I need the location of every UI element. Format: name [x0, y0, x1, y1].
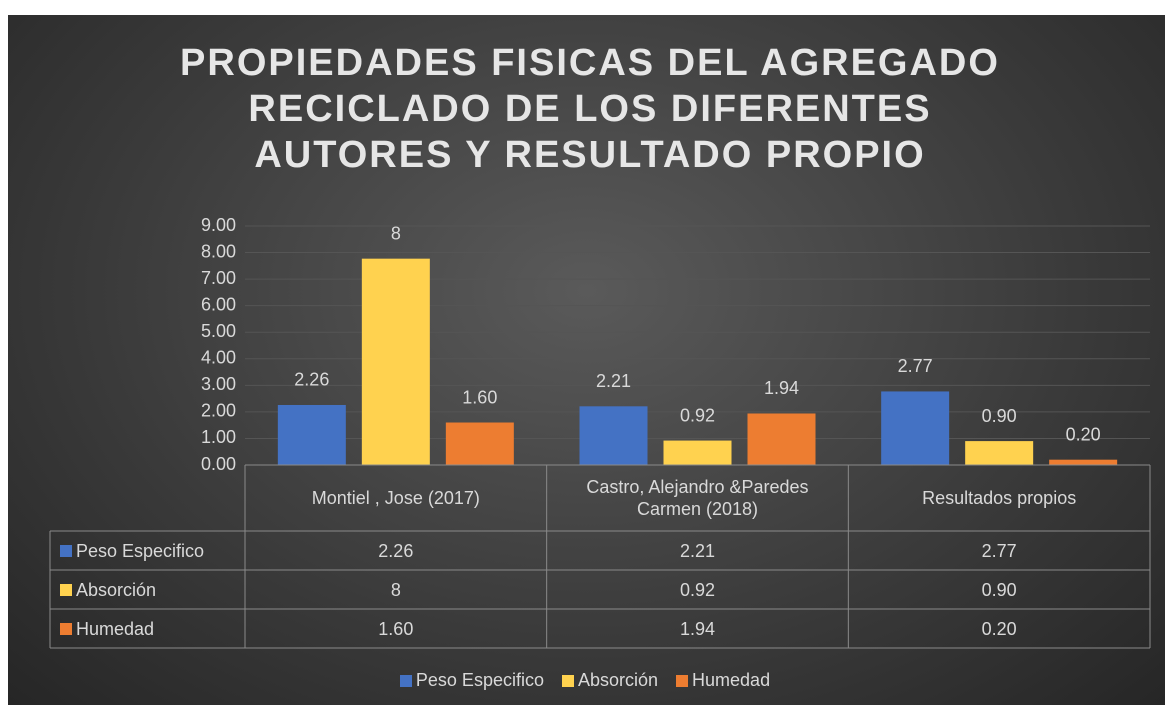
data-label: 0.92 [680, 405, 715, 425]
bar [277, 404, 346, 465]
y-tick-label: 9.00 [201, 215, 236, 235]
y-tick-label: 8.00 [201, 241, 236, 261]
y-tick-label: 4.00 [201, 348, 236, 368]
bar [965, 441, 1034, 465]
data-label: 2.77 [898, 356, 933, 376]
legend-item: Peso Especifico [399, 670, 544, 691]
legend-swatch [60, 622, 72, 635]
y-tick-label: 7.00 [201, 268, 236, 288]
data-label: 1.94 [764, 378, 799, 398]
table-cell: 8 [390, 579, 401, 600]
legend-swatch [676, 674, 689, 687]
legend-label: Humedad [692, 670, 771, 690]
legend-item: Absorción [561, 670, 659, 691]
legend: Peso Especifico Absorción Humedad [0, 670, 1170, 691]
data-label: 2.21 [596, 371, 631, 391]
y-tick-label: 2.00 [201, 401, 236, 421]
bar [747, 413, 816, 465]
table-cell: 2.26 [378, 540, 414, 561]
legend-swatch [60, 544, 72, 557]
series-name: Humedad [76, 618, 155, 639]
table-cell: 0.92 [679, 579, 715, 600]
table-cell: 1.94 [679, 618, 715, 639]
legend-label: Peso Especifico [415, 670, 544, 690]
chart-background [8, 15, 1165, 705]
legend-item: Humedad [676, 670, 770, 691]
table-cell: 1.60 [378, 618, 414, 639]
table-row-label: Humedad [60, 609, 154, 648]
bar [579, 406, 648, 465]
y-tick-label: 0.00 [201, 454, 236, 474]
data-label: 2.26 [294, 370, 329, 390]
data-label: 8 [391, 223, 401, 243]
table-cell: 0.20 [981, 618, 1017, 639]
data-label: 1.60 [462, 387, 497, 407]
legend-swatch [561, 674, 574, 687]
legend-swatch [60, 583, 72, 596]
data-label: 0.20 [1066, 424, 1101, 444]
legend-label: Absorción [577, 670, 659, 690]
x-tick-label: Castro, Alejandro &Paredes Carmen (2018) [586, 477, 809, 519]
table-cell: 2.77 [981, 540, 1017, 561]
x-tick-label: Resultados propios [922, 488, 1077, 508]
table-cell: 0.90 [981, 579, 1017, 600]
bar [361, 258, 430, 465]
bar [445, 422, 514, 465]
bar [1049, 459, 1118, 465]
table-row-label: Absorción [60, 570, 156, 609]
bar [663, 440, 732, 465]
series-name: Absorción [76, 579, 157, 600]
y-tick-label: 6.00 [201, 294, 236, 314]
data-label: 0.90 [982, 406, 1017, 426]
series-name: Peso Especifico [76, 540, 205, 561]
legend-swatch [399, 674, 412, 687]
y-tick-label: 3.00 [201, 374, 236, 394]
y-tick-label: 1.00 [201, 427, 236, 447]
x-tick-label: Montiel , Jose (2017) [311, 488, 480, 508]
table-row-label: Peso Especifico [60, 531, 204, 570]
bar [881, 391, 950, 465]
table-cell: 2.21 [679, 540, 715, 561]
y-tick-label: 5.00 [201, 321, 236, 341]
chart-title: PROPIEDADES FISICAS DEL AGREGADO RECICLA… [180, 42, 1000, 176]
